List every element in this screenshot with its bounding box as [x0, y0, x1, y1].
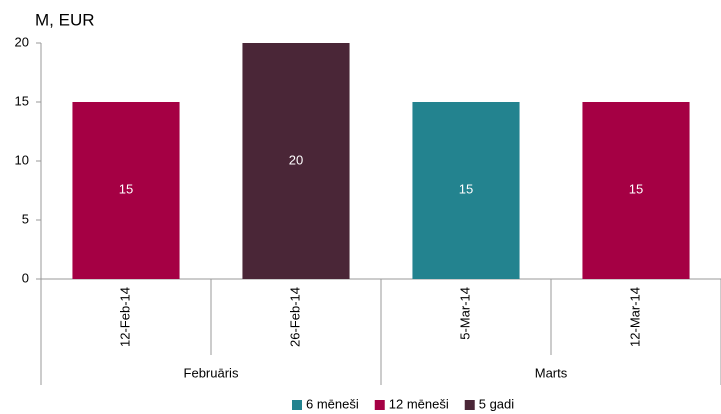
data-label: 15	[459, 181, 473, 196]
data-label: 20	[289, 152, 303, 167]
x-tick-label: 26-Feb-14	[287, 287, 302, 347]
y-tick-label: 10	[15, 152, 29, 167]
x-tick-label: 12-Mar-14	[627, 287, 642, 347]
legend-label: 5 gadi	[479, 396, 515, 411]
bar	[412, 102, 520, 279]
chart-title: M, EUR	[35, 10, 95, 29]
bar	[72, 102, 180, 279]
legend-swatch	[292, 400, 302, 410]
y-tick-label: 15	[15, 93, 29, 108]
legend-swatch	[464, 400, 475, 410]
bar	[582, 102, 690, 279]
bar	[242, 43, 350, 279]
data-label: 15	[119, 181, 133, 196]
legend-label: 6 mēneši	[306, 396, 359, 411]
data-label: 15	[629, 181, 643, 196]
y-tick-label: 0	[22, 270, 29, 285]
x-tick-label: 12-Feb-14	[117, 287, 132, 347]
legend-swatch	[374, 400, 385, 410]
y-tick-label: 5	[22, 211, 29, 226]
y-tick-label: 20	[15, 34, 29, 49]
x-tick-label: 5-Mar-14	[457, 287, 472, 340]
group-label: Februāris	[184, 365, 239, 380]
group-label: Marts	[535, 365, 568, 380]
legend-label: 12 mēneši	[389, 396, 449, 411]
